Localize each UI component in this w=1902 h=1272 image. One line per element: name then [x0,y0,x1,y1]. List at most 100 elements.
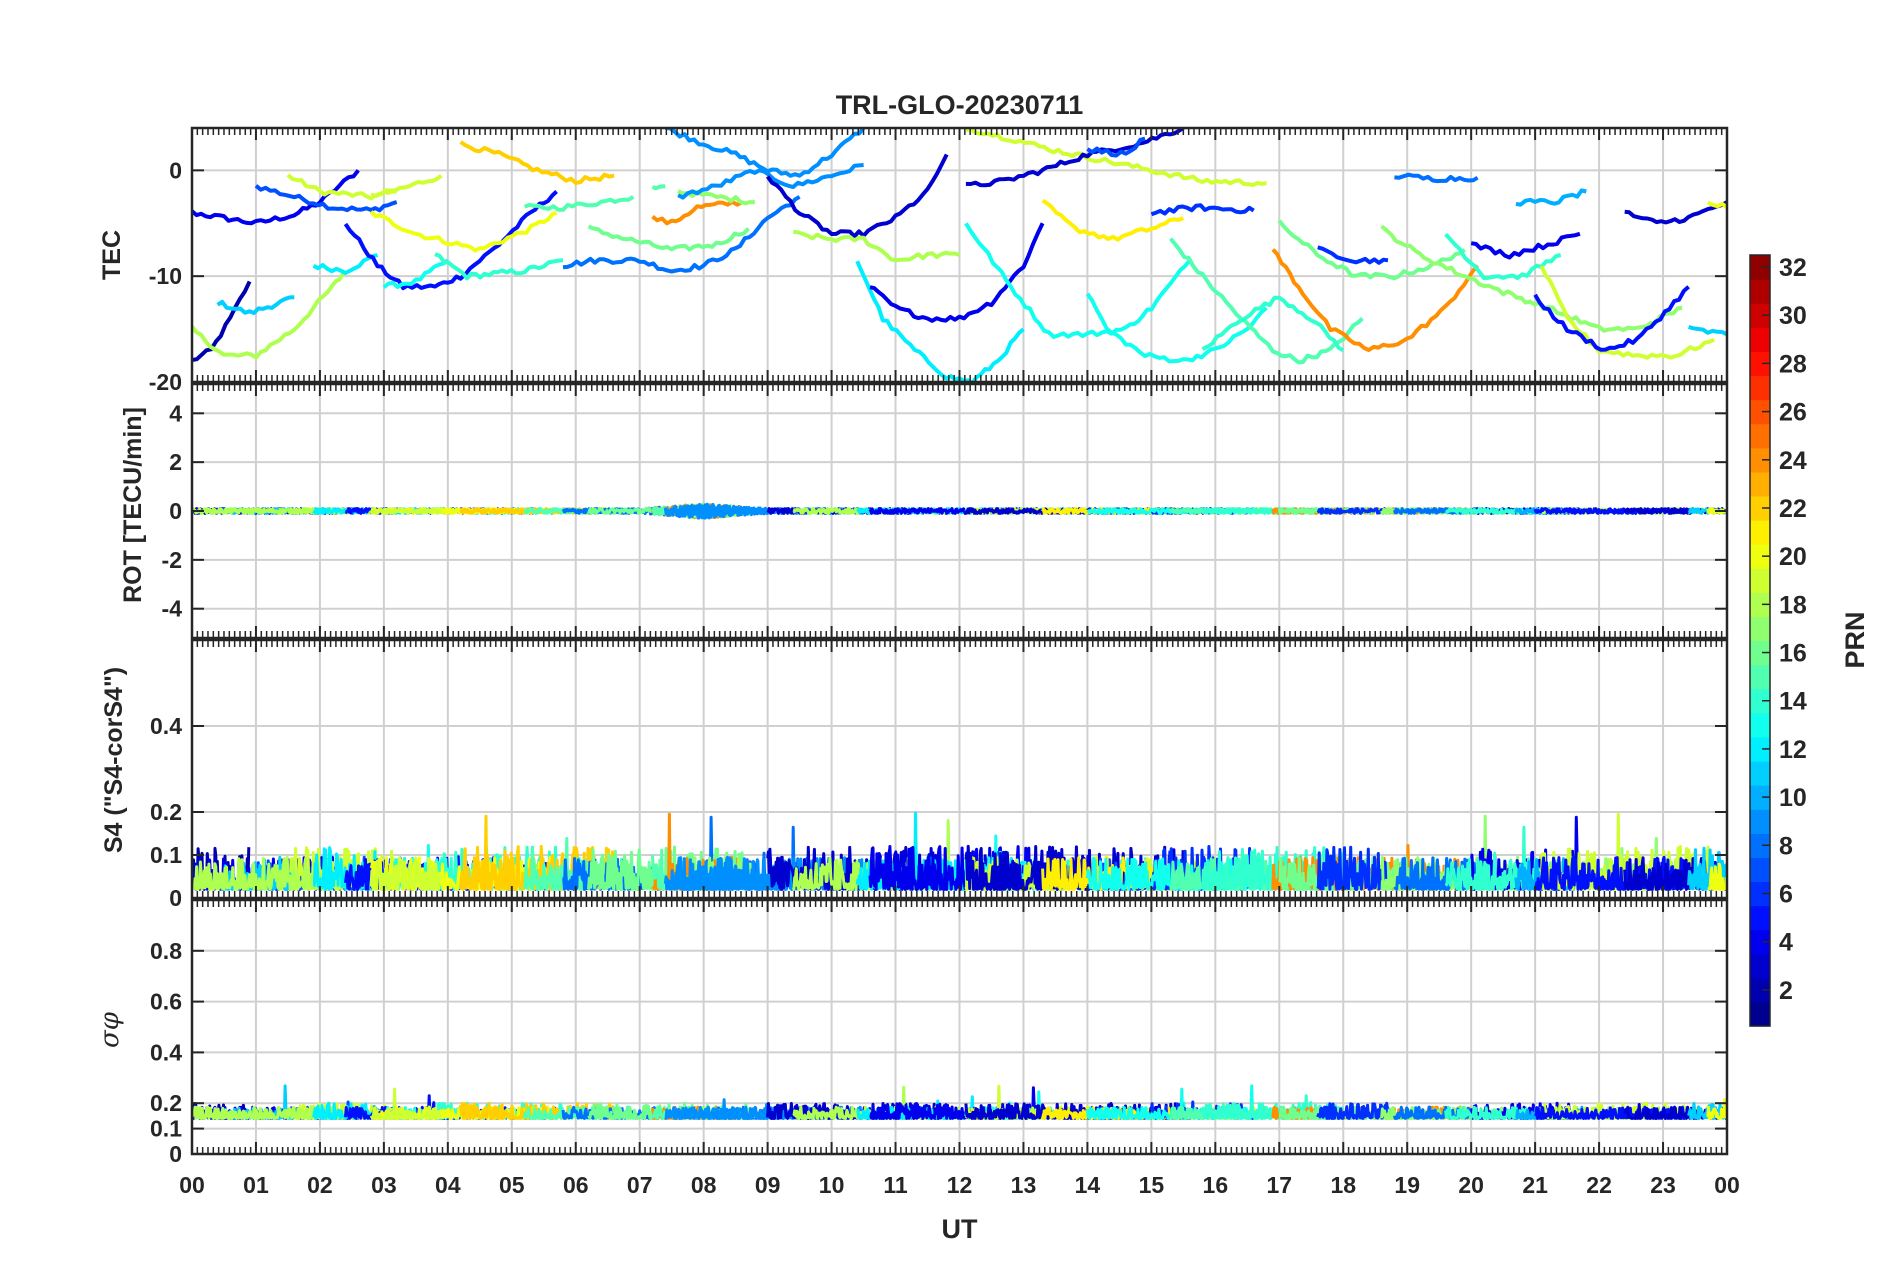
tec-ytick-label: -10 [149,263,182,289]
colorbar-swatch [1750,688,1770,714]
s4-ytick-label: 0.1 [150,842,182,868]
s4-series-prn-19 [369,856,443,891]
colorbar-tick-label: 30 [1779,302,1807,330]
colorbar-tick-label: 12 [1779,736,1807,764]
sigma-series-prn-15 [523,1105,635,1120]
tec-ytick-label: 0 [169,157,182,183]
colorbar-swatch [1750,881,1770,907]
rot-ytick-labels: 4 2 0 -2 -4 [162,400,183,621]
tec-series-prn-19 [965,128,1267,187]
x-tick-label: 18 [1330,1172,1356,1198]
colorbar-tick-label: 14 [1779,688,1807,716]
s4-series-prn-18 [192,855,347,891]
rot-ylabel: ROT [TECU/min] [119,407,147,603]
panel-tec: 0 -10 -20 TEC [98,126,1729,395]
s4-lines [192,811,1727,891]
colorbar-tick-label: 4 [1779,929,1793,957]
tec-series-prn-22 [459,140,615,185]
x-tick-label: 10 [819,1172,845,1198]
tec-series-prn-13 [382,258,449,289]
colorbar-tick-label: 2 [1779,977,1793,1005]
colorbar-tick-label: 18 [1779,591,1807,619]
tec-series-prn-4 [869,222,1045,323]
tec-series-prn-6 [1317,245,1389,265]
rot-ytick-label: -4 [162,596,183,622]
tec-ytick-labels: 0 -10 -20 [149,157,182,395]
colorbar-swatch [1750,712,1770,738]
x-tick-label: 20 [1458,1172,1484,1198]
colorbar-label: PRN [1840,611,1870,668]
tec-series-prn-16 [587,224,750,252]
tec-series-prn-19 [370,173,443,198]
colorbar-swatch [1750,255,1770,280]
sigma-ytick-labels: 0.8 0.6 0.4 0.20.10 [150,938,182,1167]
x-tick-label: 03 [371,1172,397,1198]
colorbar-swatch [1750,279,1770,304]
tec-series-prn-6 [1150,203,1255,217]
tec-series-prn-17 [677,189,755,206]
colorbar-swatch [1750,375,1770,401]
colorbar-tick-label: 26 [1779,399,1807,427]
tec-series-prn-18 [192,269,348,360]
x-tick-label: 08 [691,1172,717,1198]
tec-series-prn-8 [1394,172,1479,184]
colorbar-swatch [1750,953,1770,979]
colorbar-tick-label: 6 [1779,880,1793,908]
x-tick-labels: 00 01 02 03 04 05 06 07 08 09 10 11 12 13 14 15 16 17 18 19… [179,1172,1740,1198]
x-tick-label: 19 [1394,1172,1420,1198]
tec-ytick-label: -20 [149,369,182,395]
x-tick-label: 01 [243,1172,269,1198]
colorbar-tick-label: 32 [1779,254,1807,282]
tec-series-prn-10 [1515,188,1587,207]
x-tick-label: 05 [499,1172,525,1198]
colorbar-tick-label: 20 [1779,543,1807,571]
colorbar-tick-label: 16 [1779,640,1807,668]
sigma-ytick-label: 0.8 [150,938,182,964]
tec-series-prn-7 [1086,136,1146,158]
sigma-axes-frame [190,898,1729,1156]
tec-series-prn-24 [651,199,743,226]
colorbar-swatch [1750,471,1770,497]
sigma-ylabel: σφ [95,1011,125,1048]
rot-ytick-label: 4 [169,400,182,426]
colorbar-tick-label: 28 [1779,350,1807,378]
s4-ytick-labels: 0.4 0.2 0.1 0 [150,713,182,911]
x-axis-label: UT [942,1214,978,1244]
x-tick-label: 15 [1139,1172,1165,1198]
colorbar-swatch [1750,857,1770,882]
colorbar-swatch [1750,929,1770,955]
colorbar-swatch [1750,423,1770,449]
colorbar-tick-label: 24 [1779,447,1807,475]
tec-series-prn-11 [1688,324,1727,337]
x-tick-label: 13 [1011,1172,1037,1198]
colorbar-swatch [1750,809,1770,834]
s4-ytick-label: 0.4 [150,713,182,739]
panel-sigma: 0.8 0.6 0.4 0.20.10 σφ [95,898,1729,1167]
tec-series-prn-5 [1533,285,1690,352]
colorbar-swatch [1750,640,1770,666]
tec-series-prn-12 [312,253,379,275]
tec-grid [192,128,1727,382]
tec-series-prn-15 [651,184,666,191]
sigma-ytick-label: 0 [169,1141,182,1167]
panel-s4: 0.4 0.2 0.1 0 S4 ("S4-corS4") [100,638,1729,911]
x-tick-label: 12 [947,1172,973,1198]
colorbar-swatch [1750,327,1770,352]
rot-series-prn-6 [1316,507,1389,515]
tec-series-prn-4 [1470,231,1581,260]
tec-series-prn-3 [1624,200,1727,225]
tec-series-prn-13 [1085,292,1268,364]
colorbar-swatch [1750,399,1770,425]
rot-ytick-label: 2 [169,449,182,475]
tec-series-prn-21 [1041,198,1185,242]
colorbar-swatch [1750,616,1770,642]
x-tick-label: 23 [1650,1172,1676,1198]
x-tick-label: 02 [307,1172,333,1198]
chart-title: TRL-GLO-20230711 [836,90,1084,120]
tec-series-prn-2 [192,280,252,362]
s4-series-prn-15 [651,848,667,891]
tec-series-prn-19 [1539,265,1715,360]
tec-series-prn-4 [192,169,360,226]
colorbar-swatch [1750,568,1770,593]
